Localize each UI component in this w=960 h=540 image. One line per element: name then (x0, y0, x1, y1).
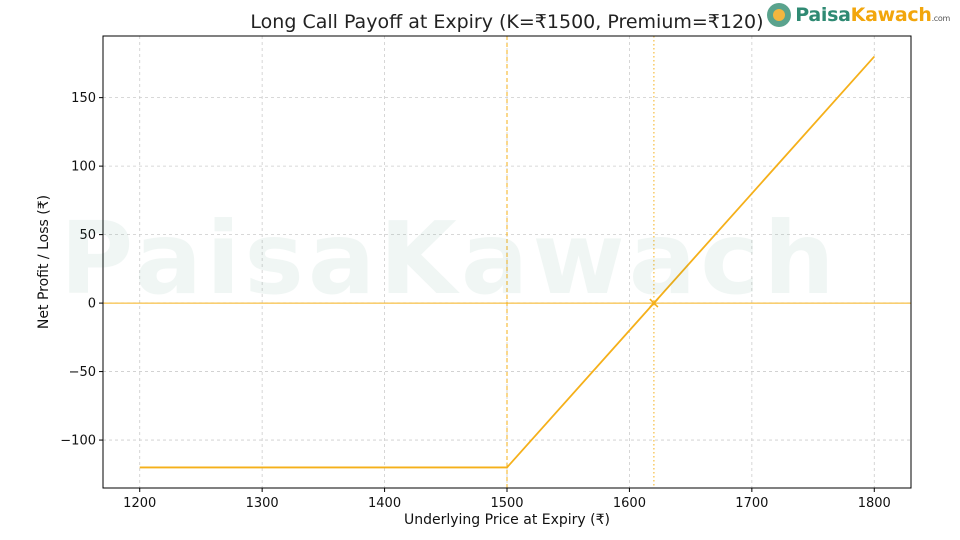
x-axis-ticks: 1200 1300 1400 1500 1600 1700 1800 (123, 488, 891, 511)
y-axis-label: Net Profit / Loss (₹) (36, 195, 52, 329)
x-tick-label: 1300 (246, 496, 279, 511)
brand-logo: PaisaKawach.com (767, 3, 950, 27)
chart-title: Long Call Payoff at Expiry (K=₹1500, Pre… (250, 11, 763, 33)
y-tick-label: 100 (71, 160, 96, 175)
y-tick-label: 150 (71, 91, 96, 106)
payoff-line (139, 55, 875, 469)
x-tick-label: 1600 (613, 496, 646, 511)
x-tick-label: 1800 (858, 496, 891, 511)
x-tick-label: 1400 (368, 496, 401, 511)
breakeven-marker (649, 298, 659, 308)
x-tick-label: 1700 (735, 496, 768, 511)
x-tick-label: 1200 (123, 496, 156, 511)
markers (649, 298, 659, 308)
y-tick-label: 50 (79, 228, 96, 243)
y-tick-label: −100 (60, 434, 96, 449)
brand-name: PaisaKawach.com (795, 4, 950, 26)
shield-icon (767, 3, 792, 27)
y-tick-label: 0 (88, 297, 96, 312)
marker-stroke (649, 298, 659, 308)
reference-lines (103, 36, 911, 488)
x-tick-label: 1500 (490, 496, 523, 511)
y-tick-label: −50 (69, 365, 96, 380)
series (139, 55, 875, 469)
y-axis-ticks: −100 −50 0 50 100 150 (60, 91, 103, 449)
x-axis-label: Underlying Price at Expiry (₹) (404, 512, 610, 528)
